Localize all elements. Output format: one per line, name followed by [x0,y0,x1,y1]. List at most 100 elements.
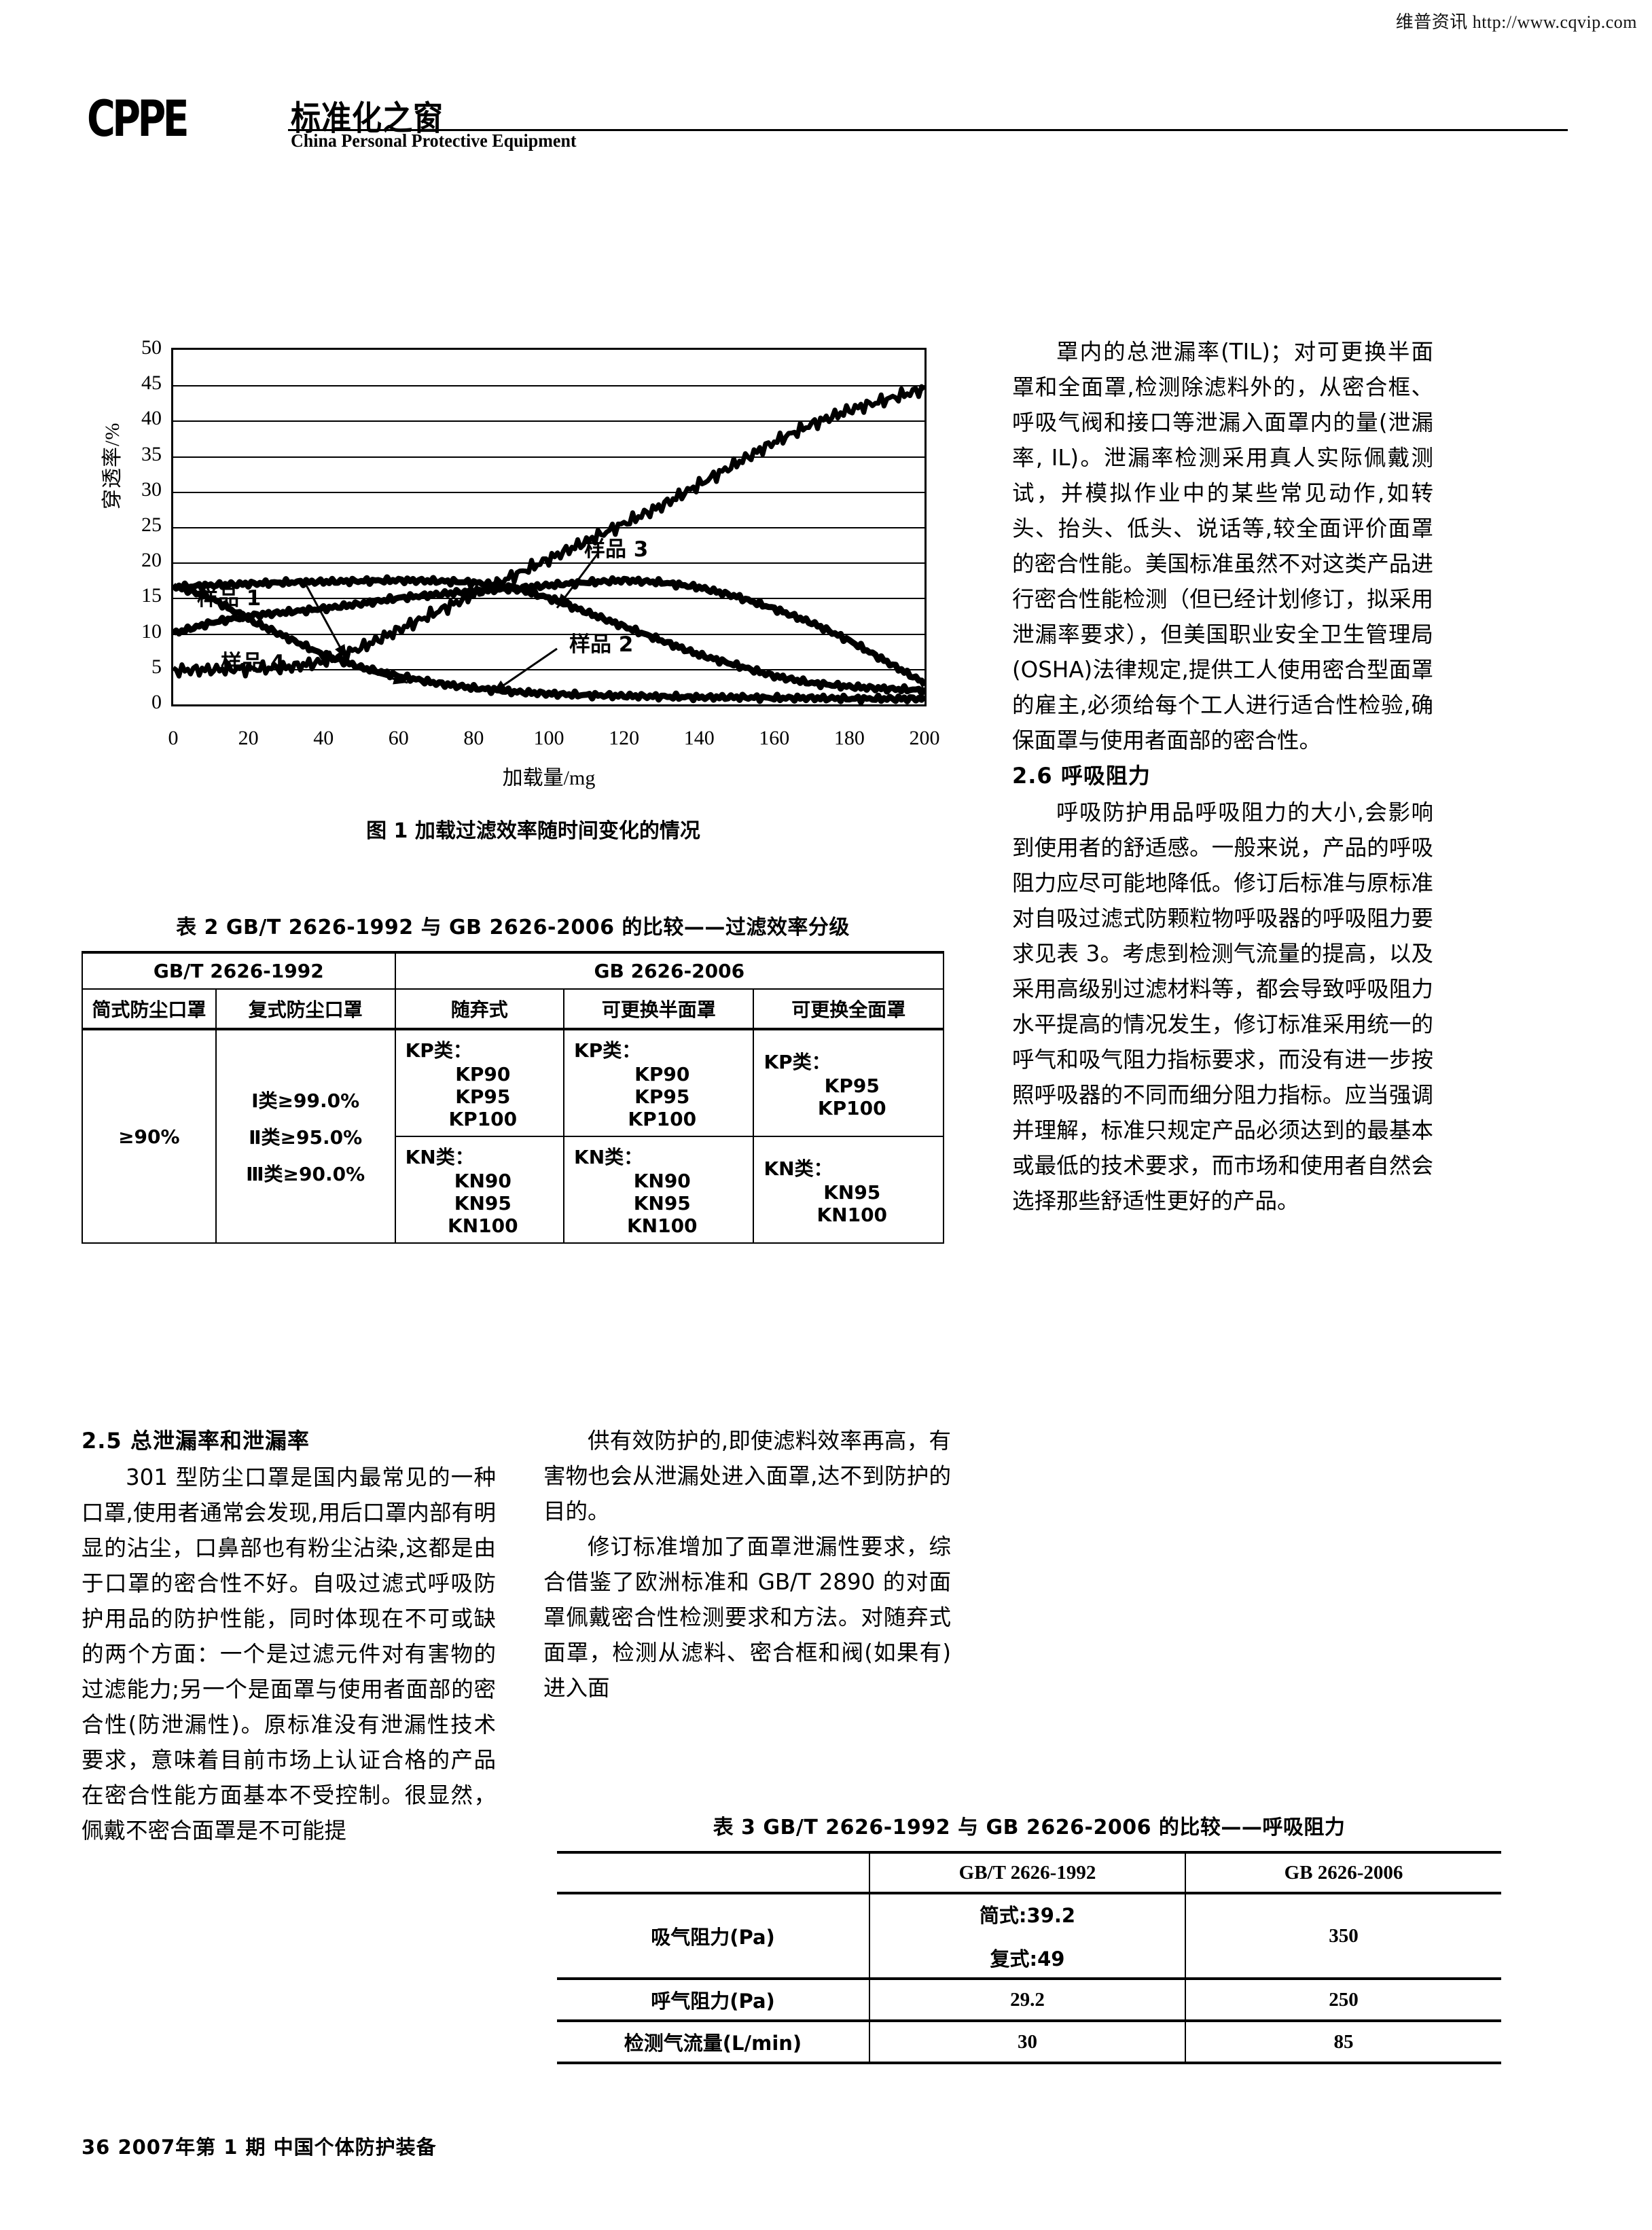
table-2-col-header-4: 可更换全面罩 [753,988,944,1030]
chart-y-tick: 10 [141,619,162,643]
table-3-col-header-1: GB/T 2626-1992 [869,1851,1186,1894]
table-3-row-label: 呼气阻力(Pa) [557,1977,870,2021]
paragraph: 呼吸防护用品呼吸阻力的大小,会影响到使用者的舒适感。一般来说，产品的呼吸阻力应尽… [1012,799,1433,1214]
chart-canvas: 穿透率/% 0 5 10 15 20 25 30 35 40 45 50 0 20 40 60 80 100 1… [82,338,985,790]
paragraph: 修订标准增加了面罩泄漏性要求，综合借鉴了欧洲标准和 GB/T 2890 的对面罩… [543,1534,951,1701]
table-row: 呼气阻力(Pa) 29.2 250 [557,1977,1501,2021]
kn-value: KN95 [823,1181,881,1204]
table-2-compound-value-0: Ⅰ类≥99.0% [251,1090,360,1112]
table-2-col-header-0: 简式防尘口罩 [82,988,217,1030]
table-2-kp-cell-disposable: KP类： KP90 KP95 KP100 [394,1028,565,1137]
table-2: GB/T 2626-1992 GB 2626-2006 简式防尘口罩 复式防尘口… [82,951,945,1244]
chart-y-tick: 20 [141,549,162,572]
table-3: GB/T 2626-1992 GB 2626-2006 吸气阻力(Pa) 简式:… [557,1851,1501,2064]
kp-value: KP100 [817,1096,886,1119]
chart-annotation-sample-1: 样品 1 [197,586,262,611]
table-2-title: 表 2 GB/T 2626-1992 与 GB 2626-2006 的比较——过… [176,916,850,939]
masthead: CPPE 标准化之窗 China Personal Protective Equ… [87,89,1568,151]
chart-x-tick: 160 [759,727,790,749]
kp-value: KP90 [634,1063,690,1085]
table-3-old-value-line1: 简式:39.2 [979,1904,1076,1927]
table-3-new-value: 250 [1185,1977,1501,2021]
chart-y-tick: 40 [141,407,162,430]
table-2-group-header-new: GB 2626-2006 [394,951,945,990]
table-row: 吸气阻力(Pa) 简式:39.2 复式:49 350 [557,1892,1501,1979]
chart-gridline [173,633,924,635]
body-column-left: 2.5 总泄漏率和泄漏率 301 型防尘口罩是国内最常见的一种口罩,使用者通常会… [82,1423,496,1848]
kp-value: KP100 [448,1108,518,1130]
chart-series-1 [170,575,927,687]
chart-gridline [173,491,924,493]
table-2-kp-cell-half-mask: KP类： KP90 KP95 KP100 [563,1028,755,1137]
table-2-compound-values: Ⅰ类≥99.0% Ⅱ类≥95.0% Ⅲ类≥90.0% [215,1028,396,1244]
kn-value: KN100 [448,1215,518,1237]
chart-x-tick: 100 [533,727,564,749]
figure-1-caption: 图 1 加载过滤效率随时间变化的情况 [366,819,700,843]
paragraph: 供有效防护的,即使滤料效率再高，有害物也会从泄漏处进入面罩,达不到防护的目的。 [543,1428,951,1524]
table-3-old-value: 简式:39.2 复式:49 [869,1892,1186,1979]
kp-label: KP类： [574,1039,641,1062]
table-3-new-value: 350 [1185,1892,1501,1979]
kp-value: KP95 [455,1085,511,1108]
table-2-compound-value-2: Ⅲ类≥90.0% [246,1163,365,1185]
chart-gridline [173,385,924,387]
chart-gridline [173,456,924,458]
paragraph: 301 型防尘口罩是国内最常见的一种口罩,使用者通常会发现,用后口罩内部有明显的… [82,1464,496,1844]
kn-value: KN100 [626,1215,698,1237]
masthead-divider [288,129,1568,131]
table-3-old-value: 30 [869,2019,1186,2064]
table-3-row-label: 吸气阻力(Pa) [557,1892,870,1979]
chart-y-tick: 45 [141,372,162,395]
table-3-block: 表 3 GB/T 2626-1992 与 GB 2626-2006 的比较——呼… [557,1810,1501,2064]
table-row: 检测气流量(L/min) 30 85 [557,2019,1501,2064]
chart-x-tick: 180 [833,727,865,749]
table-2-col-header-1: 复式防尘口罩 [215,988,396,1030]
section-heading-2-6: 2.6 呼吸阻力 [1012,763,1151,789]
chart-x-tick: 40 [313,727,334,749]
kp-value: KP100 [628,1108,697,1130]
chart-y-tick: 0 [151,691,162,713]
kp-label: KP类： [764,1050,831,1073]
kp-label: KP类： [405,1039,472,1062]
chart-x-tick: 20 [238,727,259,749]
table-2-kn-cell-full-mask: KN类： KN95 KN100 [753,1136,944,1244]
kp-value: KP90 [455,1063,511,1085]
kn-value: KN100 [816,1203,888,1226]
kn-label: KN类： [764,1157,833,1180]
page-footer: 36 2007年第 1 期 中国个体防护装备 [82,2136,437,2159]
table-row: GB/T 2626-1992 GB 2626-2006 [557,1851,1501,1894]
table-2-group-header-old: GB/T 2626-1992 [82,951,396,990]
chart-x-tick: 120 [609,727,640,749]
chart-gridline [173,527,924,528]
kn-label: KN类： [405,1146,474,1168]
cppe-logo: CPPE [87,89,190,148]
table-2-col-header-3: 可更换半面罩 [563,988,755,1030]
table-2-block: 表 2 GB/T 2626-1992 与 GB 2626-2006 的比较——过… [82,910,945,1244]
chart-x-tick: 0 [168,727,179,749]
table-row: KN类： KN90 KN95 KN100 KN类： KN90 KN95 KN10… [82,1136,944,1244]
chart-gridline [173,562,924,564]
kn-value: KN90 [633,1170,691,1192]
table-3-old-value: 29.2 [869,1977,1186,2021]
figure-1: 穿透率/% 0 5 10 15 20 25 30 35 40 45 50 0 20 40 60 80 100 1… [82,338,985,790]
section-heading-2-5: 2.5 总泄漏率和泄漏率 [82,1428,310,1454]
chart-y-tick: 5 [151,655,162,678]
chart-series-3 [171,384,927,679]
table-3-col-header-0 [557,1851,870,1894]
table-2-col-header-2: 随弃式 [394,988,565,1030]
table-row: GB/T 2626-1992 GB 2626-2006 [82,951,945,990]
chart-series-2 [172,574,927,697]
chart-x-ticks: 0 20 40 60 80 100 120 140 160 180 200 [168,727,940,754]
chart-y-ticks: 0 5 10 15 20 25 30 35 40 45 50 [102,338,162,713]
table-2-kp-cell-full-mask: KP类： KP95 KP100 [753,1028,944,1137]
site-watermark: 维普资讯 http://www.cqvip.com [1395,12,1637,32]
table-2-simple-value: ≥90% [82,1028,217,1244]
chart-x-tick: 140 [683,727,715,749]
table-3-new-value: 85 [1185,2019,1501,2064]
table-row: 简式防尘口罩 复式防尘口罩 随弃式 可更换半面罩 可更换全面罩 [82,988,944,1030]
table-2-kn-cell-disposable: KN类： KN90 KN95 KN100 [394,1136,565,1244]
chart-gridline [173,420,924,422]
table-3-old-value-line2: 复式:49 [990,1947,1065,1971]
kp-value: KP95 [824,1074,880,1097]
kp-value: KP95 [634,1085,690,1108]
